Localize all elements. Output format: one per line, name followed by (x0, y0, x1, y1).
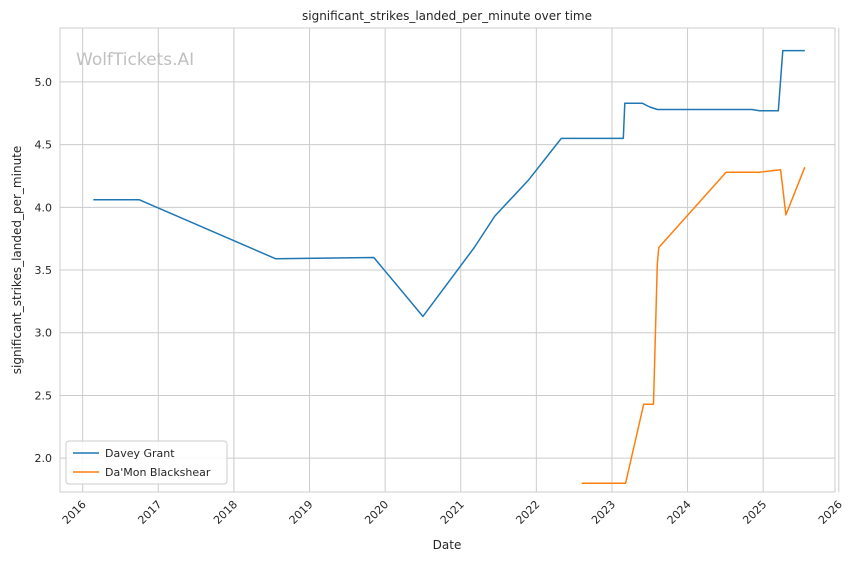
chart-title: significant_strikes_landed_per_minute ov… (302, 9, 592, 23)
data-point (421, 314, 425, 318)
data-point (372, 255, 376, 259)
data-point (640, 101, 644, 105)
y-tick-label: 3.5 (35, 264, 53, 277)
data-point (493, 214, 497, 218)
x-tick-label: 2016 (60, 498, 89, 527)
x-tick-label: 2024 (665, 498, 694, 527)
x-tick-label: 2021 (438, 498, 467, 527)
data-point (137, 198, 141, 202)
series-layer (91, 49, 807, 485)
data-point (779, 168, 783, 172)
x-tick-label: 2022 (513, 498, 542, 527)
x-tick-label: 2026 (816, 498, 845, 527)
data-point (655, 108, 659, 112)
legend-label-davey-grant: Davey Grant (105, 447, 175, 460)
data-point (781, 49, 785, 53)
data-point (527, 178, 531, 182)
data-point (757, 109, 761, 113)
x-tick-label: 2025 (740, 498, 769, 527)
data-point (648, 105, 652, 109)
y-tick-labels: 2.0 2.5 3.0 3.5 4.0 4.5 5.0 (35, 76, 53, 465)
data-point (623, 101, 627, 105)
data-point (757, 170, 761, 174)
y-axis-label: significant_strikes_landed_per_minute (10, 146, 24, 375)
legend-label-damon-blackshear: Da'Mon Blackshear (105, 466, 211, 479)
legend-box (65, 440, 228, 485)
y-tick-label: 3.0 (35, 327, 53, 340)
series-line-0 (93, 49, 805, 318)
series-line-1 (581, 166, 806, 484)
data-point (273, 257, 277, 261)
data-point (803, 165, 807, 169)
data-point (657, 245, 661, 249)
x-tick-label: 2017 (135, 498, 164, 527)
plot-frame (59, 27, 836, 493)
data-point (655, 262, 659, 266)
y-tick-label: 4.0 (35, 201, 53, 214)
y-tick-label: 2.5 (35, 389, 53, 402)
data-point (724, 170, 728, 174)
legend: Davey Grant Da'Mon Blackshear (65, 440, 228, 485)
x-tick-label: 2023 (589, 498, 618, 527)
x-axis-label: Date (433, 538, 462, 552)
data-point (621, 136, 625, 140)
y-tick-label: 4.5 (35, 139, 53, 152)
data-point (580, 481, 584, 485)
data-point (803, 49, 807, 53)
data-point (750, 108, 754, 112)
data-point (642, 402, 646, 406)
x-tick-label: 2020 (362, 498, 391, 527)
grid (60, 28, 840, 492)
data-point (472, 245, 476, 249)
x-tick-labels: 2016 2017 2018 2019 2020 2021 2022 2023 2024 2025… (60, 498, 845, 527)
data-point (624, 481, 628, 485)
watermark: WolfTickets.AI (76, 50, 194, 70)
data-point (559, 136, 563, 140)
data-point (776, 109, 780, 113)
data-point (91, 198, 95, 202)
y-tick-label: 5.0 (35, 76, 53, 89)
y-tick-label: 2.0 (35, 452, 53, 465)
x-tick-label: 2019 (287, 498, 316, 527)
data-point (652, 402, 656, 406)
x-tick-label: 2018 (211, 498, 240, 527)
data-point (784, 213, 788, 217)
